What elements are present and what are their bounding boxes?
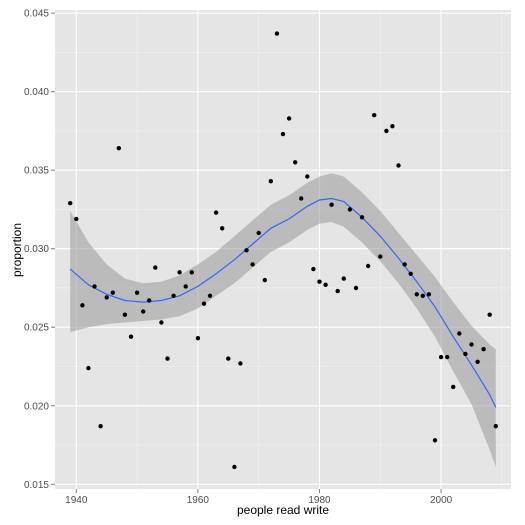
x-tick-label: 2000: [430, 495, 453, 506]
data-point: [341, 276, 346, 281]
data-point: [481, 347, 486, 352]
data-point: [451, 384, 456, 390]
data-point: [262, 277, 267, 283]
data-point: [165, 356, 170, 361]
data-point: [463, 351, 468, 357]
data-point: [280, 131, 286, 137]
data-point: [220, 226, 225, 231]
y-tick-label: 0.040: [24, 87, 49, 98]
data-point: [183, 284, 188, 289]
data-point: [445, 354, 450, 360]
y-tick-label: 0.025: [24, 323, 49, 334]
y-tick-label: 0.035: [24, 166, 49, 177]
data-point: [487, 312, 492, 317]
data-point: [147, 298, 152, 303]
data-point: [378, 254, 383, 259]
data-point: [365, 263, 371, 269]
data-point: [116, 146, 122, 151]
data-point: [317, 279, 322, 284]
data-point: [104, 295, 109, 300]
data-point: [384, 128, 389, 134]
data-point: [201, 301, 207, 306]
data-point: [408, 271, 413, 276]
data-point: [329, 202, 334, 207]
data-point: [475, 359, 480, 364]
x-tick-label: 1940: [65, 495, 88, 506]
data-point: [226, 356, 231, 361]
data-point: [457, 331, 462, 336]
major-gridlines: [55, 10, 511, 489]
data-point: [335, 288, 340, 294]
x-tick-label: 1980: [308, 495, 331, 506]
data-point: [213, 210, 219, 215]
data-point: [171, 293, 176, 298]
data-point: [207, 293, 213, 298]
data-point: [128, 334, 134, 339]
data-point: [134, 290, 140, 295]
data-point: [420, 293, 425, 298]
data-point: [250, 262, 255, 267]
data-point: [469, 342, 474, 347]
data-point: [390, 124, 395, 129]
data-point: [159, 320, 164, 325]
data-point: [268, 179, 273, 184]
data-point: [92, 284, 97, 289]
data-point: [80, 303, 85, 308]
plot-panel: [55, 10, 511, 489]
data-point: [110, 290, 116, 295]
data-point: [359, 215, 365, 220]
data-point: [293, 160, 298, 165]
data-point: [195, 336, 201, 341]
data-point: [232, 464, 237, 470]
data-point: [189, 270, 194, 275]
data-point: [68, 201, 73, 206]
y-tick-label: 0.020: [24, 401, 49, 412]
data-point: [347, 207, 353, 212]
data-point: [122, 312, 128, 317]
data-point: [244, 248, 249, 253]
data-point: [353, 285, 359, 291]
y-tick-label: 0.045: [24, 9, 49, 20]
y-axis-ticks: 0.015 0.020 0.025 0.030 0.035 0.040 0.045: [24, 9, 55, 491]
data-point: [177, 270, 182, 275]
y-axis-title: proportion: [10, 223, 24, 277]
data-point: [153, 265, 158, 270]
data-point: [432, 438, 438, 443]
data-point: [86, 365, 91, 371]
x-axis-title: people read write: [237, 503, 329, 517]
data-point: [372, 113, 377, 118]
data-points: [68, 31, 498, 470]
data-point: [274, 31, 280, 36]
smooth-line: [69, 197, 497, 408]
data-point: [414, 292, 419, 297]
data-point: [238, 361, 243, 366]
data-point: [98, 424, 103, 429]
data-point: [305, 174, 310, 179]
data-point: [311, 266, 316, 272]
data-point: [141, 309, 146, 314]
data-point: [256, 230, 261, 236]
data-point: [426, 292, 432, 297]
data-point: [396, 163, 401, 168]
x-tick-label: 1960: [187, 495, 210, 506]
data-point: [438, 354, 444, 360]
data-point: [286, 116, 292, 121]
y-tick-label: 0.015: [24, 480, 49, 491]
y-tick-label: 0.030: [24, 244, 49, 255]
data-point: [402, 262, 407, 267]
data-point: [74, 216, 79, 222]
data-point: [323, 282, 328, 287]
data-point: [299, 196, 304, 201]
data-point: [493, 424, 498, 429]
x-axis-ticks: 1940 1960 1980 2000: [65, 489, 453, 506]
